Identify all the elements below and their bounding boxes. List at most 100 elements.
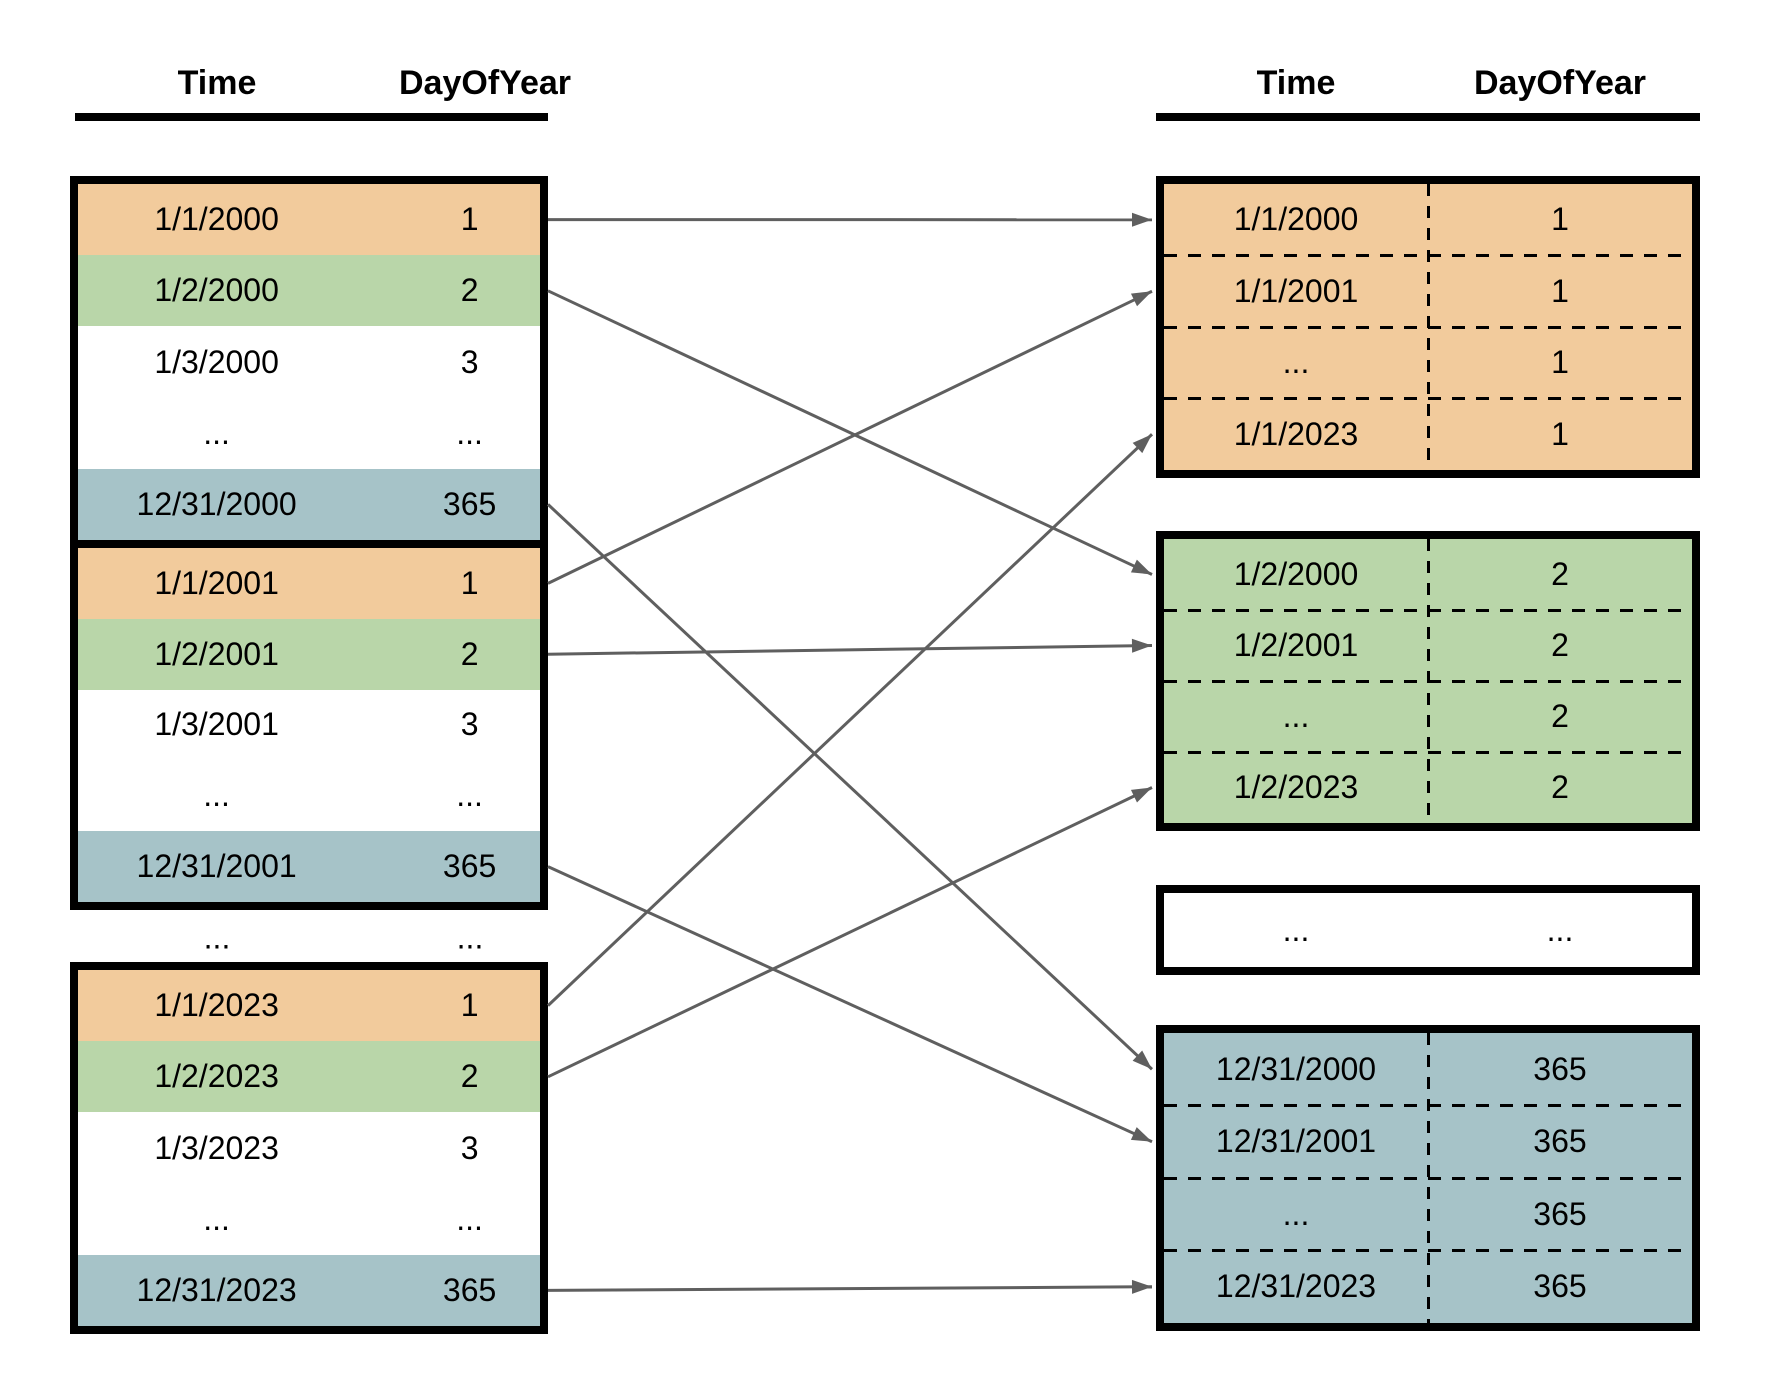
mapping-arrow	[546, 503, 1154, 1071]
time-cell: 1/1/2023	[154, 987, 279, 1024]
table-row: 12/31/2023 365	[78, 1254, 540, 1327]
dayofyear-cell: 2	[1551, 698, 1569, 734]
right-header-dayofyear-label: DayOfYear	[1474, 64, 1646, 102]
dayofyear-cell: 3	[460, 1129, 479, 1166]
left-header-time-label: Time	[177, 64, 257, 102]
dayofyear-cell: 1	[1551, 272, 1569, 309]
time-cell: ...	[203, 777, 230, 814]
table-row: 1/1/2001 1	[78, 548, 540, 619]
dayofyear-cell: 1	[460, 201, 479, 238]
dayofyear-cell: 365	[442, 848, 497, 885]
time-cell: 1/2/2023	[1233, 769, 1359, 805]
left-header-dayofyear-label: DayOfYear	[399, 64, 571, 102]
table-row: 12/31/2000 365	[78, 468, 540, 541]
right-header-underline	[1156, 113, 1700, 121]
time-cell: ...	[1282, 1195, 1310, 1232]
time-cell: 12/31/2000	[1215, 1050, 1377, 1087]
time-cell: 12/31/2000	[136, 485, 297, 522]
dayofyear-cell: 2	[1551, 769, 1569, 805]
time-cell: 1/1/2001	[154, 564, 279, 601]
dayofyear-cell: 2	[460, 272, 479, 309]
time-cell: 12/31/2023	[136, 1271, 297, 1308]
dayofyear-cell: 2	[460, 1058, 479, 1095]
mapping-arrow	[547, 289, 1153, 576]
mapping-arrow	[547, 786, 1153, 1079]
table-row: 1/2/2000 2	[78, 255, 540, 327]
time-cell: ...	[203, 1200, 230, 1237]
table-row: 1/1/2000 1	[78, 184, 540, 256]
table-row: 1/1/2023 1	[78, 970, 540, 1042]
dayofyear-cell: 365	[1533, 1195, 1587, 1232]
dayofyear-cell: 1	[1551, 344, 1569, 381]
time-cell: ...	[1282, 344, 1310, 381]
column-divider-dashed	[1426, 539, 1430, 823]
time-cell: ...	[203, 414, 230, 451]
dayofyear-cell: 2	[1551, 627, 1569, 663]
time-cell: 1/1/2000	[154, 201, 279, 238]
dayofyear-cell: 1	[1551, 415, 1569, 452]
left-header-underline	[75, 113, 548, 121]
time-cell: 1/1/2001	[1233, 272, 1359, 309]
mapping-arrow	[547, 289, 1153, 585]
table-row: 12/31/2001 365	[78, 831, 540, 902]
time-cell: 1/1/2023	[1233, 415, 1359, 452]
group-row: 12/31/2023 365	[1164, 1251, 1692, 1324]
time-cell: ...	[1282, 698, 1310, 734]
group-row: 1/2/2023 2	[1164, 752, 1692, 823]
time-cell: 12/31/2023	[1215, 1268, 1377, 1305]
dayofyear-cell: 1	[1551, 201, 1569, 238]
dayofyear-cell: ...	[456, 414, 483, 451]
right-group-table-1: 1/2/2000 2 1/2/2001 2... 2 1/2/2023 2	[1156, 531, 1700, 831]
dayofyear-cell: 3	[460, 343, 479, 380]
mapping-arrow	[547, 1279, 1153, 1294]
table-row: 1/3/2023 3	[78, 1112, 540, 1184]
dayofyear-cell: 365	[1533, 1268, 1587, 1305]
time-cell: 1/3/2000	[154, 343, 279, 380]
dayofyear-cell: 365	[1533, 1050, 1587, 1087]
column-divider-dashed	[1426, 1033, 1430, 1323]
group-row: 12/31/2000 365	[1164, 1033, 1692, 1106]
right-group-table-3: 12/31/2000 365 12/31/2001 365... 365 12/31/20…	[1156, 1025, 1700, 1331]
dayofyear-cell: 365	[442, 1271, 497, 1308]
mapping-arrow	[546, 433, 1154, 1007]
group-row: 1/2/2001 2	[1164, 610, 1692, 681]
time-cell: 1/2/2001	[154, 635, 279, 672]
dayofyear-cell: 2	[1551, 556, 1569, 592]
time-cell: 1/2/2000	[1233, 556, 1359, 592]
time-cell: 12/31/2001	[1215, 1123, 1377, 1160]
dayofyear-cell: 1	[460, 987, 479, 1024]
group-row: ... 1	[1164, 327, 1692, 399]
time-cell: 1/3/2001	[154, 706, 279, 743]
right-group-table-0: 1/1/2000 1 1/1/2001 1... 1 1/1/2023 1	[1156, 176, 1700, 478]
table-row: ......	[78, 397, 540, 469]
left-year-table-0: 1/1/2000 1 1/2/2000 2 1/3/2000 3...... 12/31/2…	[70, 176, 548, 548]
table-row: ......	[78, 1183, 540, 1255]
group-row: ... 365	[1164, 1178, 1692, 1251]
group-row: 1/1/2000 1	[1164, 184, 1692, 256]
table-row: 1/3/2001 3	[78, 689, 540, 761]
table-row: ......	[78, 760, 540, 832]
time-cell: 12/31/2001	[136, 848, 297, 885]
dayofyear-cell: 1	[460, 564, 479, 601]
group-row: 1/1/2023 1	[1164, 399, 1692, 471]
mapping-arrow	[547, 865, 1153, 1144]
dayofyear-cell: 2	[460, 635, 479, 672]
group-row: 1/2/2000 2	[1164, 539, 1692, 610]
time-cell: 1/2/2023	[154, 1058, 279, 1095]
left-year-table-1: 1/1/2001 1 1/2/2001 2 1/3/2001 3...... 12/31/2…	[70, 540, 548, 910]
mapping-arrow	[547, 638, 1153, 656]
table-row: 1/2/2023 2	[78, 1041, 540, 1113]
table-row: 1/3/2000 3	[78, 326, 540, 398]
dayofyear-cell: 365	[442, 485, 497, 522]
time-cell: 1/3/2023	[154, 1129, 279, 1166]
dayofyear-cell: ...	[456, 777, 483, 814]
dayofyear-cell: 365	[1533, 1123, 1587, 1160]
group-row: 12/31/2001 365	[1164, 1106, 1692, 1179]
time-cell: ...	[1282, 911, 1310, 948]
dayofyear-cell: ...	[456, 1200, 483, 1237]
table-row: 1/2/2001 2	[78, 618, 540, 690]
right-group-table-2: ......	[1156, 885, 1700, 975]
right-header-time-label: Time	[1256, 64, 1336, 102]
time-cell: 1/2/2001	[1233, 627, 1359, 663]
